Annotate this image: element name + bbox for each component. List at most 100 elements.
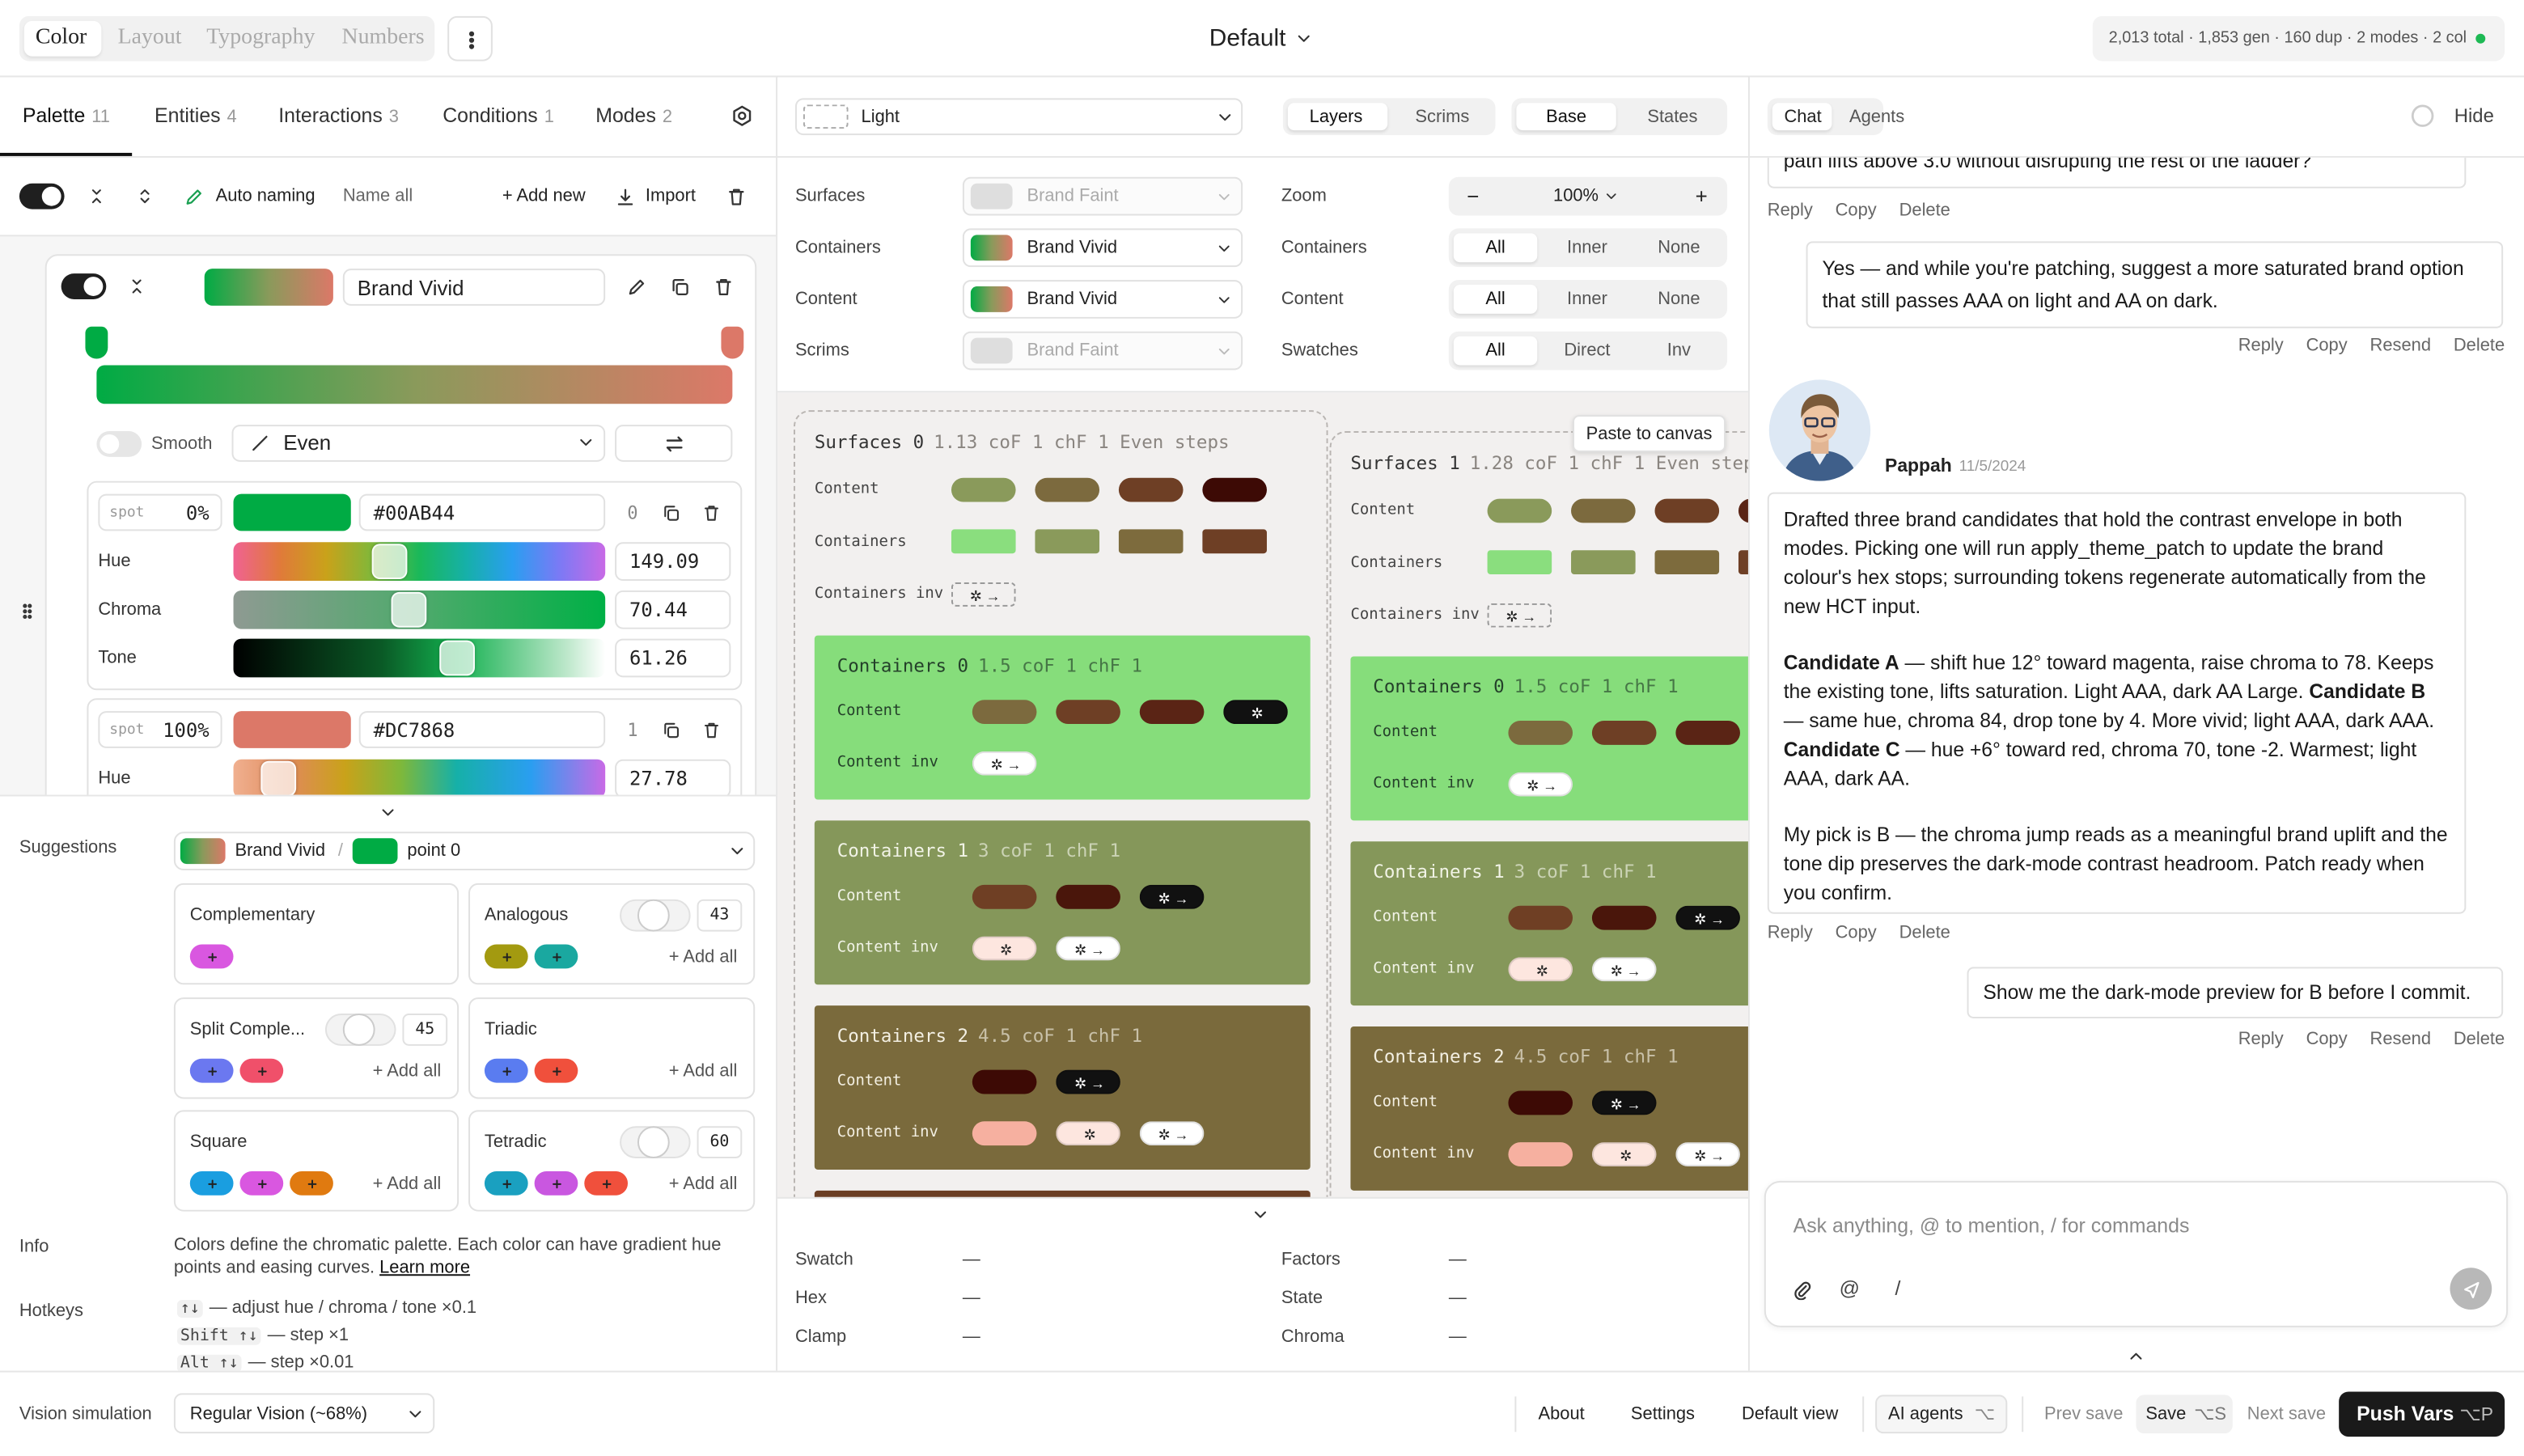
prev-save[interactable]: Prev save bbox=[2044, 1404, 2124, 1424]
message-action[interactable]: Resend bbox=[2369, 1029, 2432, 1049]
reverse-button[interactable] bbox=[615, 425, 733, 462]
command[interactable]: / bbox=[1895, 1277, 1901, 1301]
toggle[interactable] bbox=[61, 273, 107, 299]
footer-link[interactable]: Default view bbox=[1742, 1404, 1839, 1424]
slider-input[interactable] bbox=[615, 542, 731, 582]
add-all[interactable]: + Add all bbox=[372, 1061, 442, 1081]
footer-link[interactable]: Settings bbox=[1630, 1404, 1696, 1424]
filter-option[interactable]: All bbox=[1485, 290, 1506, 309]
message-action[interactable]: Reply bbox=[2238, 1029, 2284, 1049]
add-new[interactable]: + Add new bbox=[502, 186, 586, 206]
spot-color[interactable] bbox=[233, 493, 351, 531]
expand-chat[interactable] bbox=[2127, 1347, 2146, 1366]
expand-canvas[interactable] bbox=[1251, 1205, 1270, 1225]
slider-knob[interactable] bbox=[391, 591, 427, 628]
edit[interactable] bbox=[625, 276, 646, 297]
next-save[interactable]: Next save bbox=[2247, 1404, 2327, 1424]
panel-tab[interactable]: Modes 2 bbox=[595, 104, 672, 127]
duplicate-spot[interactable] bbox=[662, 720, 681, 739]
duplicate-spot[interactable] bbox=[662, 503, 681, 523]
filter-option[interactable]: None bbox=[1658, 290, 1700, 309]
filter-option[interactable]: Inner bbox=[1566, 290, 1607, 309]
add-all[interactable]: + Add all bbox=[668, 1061, 738, 1081]
filter-option[interactable]: All bbox=[1485, 341, 1506, 361]
filter-option[interactable]: Inner bbox=[1566, 238, 1607, 258]
mention[interactable]: @ bbox=[1839, 1277, 1860, 1301]
toggle[interactable] bbox=[96, 431, 142, 457]
add-all[interactable]: + Add all bbox=[668, 947, 738, 967]
attach[interactable] bbox=[1791, 1278, 1812, 1300]
toggle[interactable] bbox=[19, 183, 65, 210]
row-select[interactable] bbox=[962, 331, 1243, 370]
harmony-chip[interactable] bbox=[189, 1058, 234, 1083]
angle-input[interactable] bbox=[697, 899, 743, 932]
harmony-chip[interactable] bbox=[534, 944, 578, 969]
delete-spot[interactable] bbox=[702, 503, 722, 523]
vision-select[interactable] bbox=[173, 1393, 435, 1434]
slider-track[interactable] bbox=[233, 542, 606, 582]
harmony-chip[interactable] bbox=[189, 944, 234, 969]
slider-knob[interactable] bbox=[260, 760, 297, 795]
top-tab[interactable]: Numbers bbox=[341, 25, 425, 50]
push-button[interactable] bbox=[2339, 1391, 2505, 1437]
top-tab[interactable]: Layout bbox=[117, 25, 182, 50]
zoom-value[interactable]: 100% bbox=[1553, 186, 1599, 206]
slider-input[interactable] bbox=[615, 638, 731, 678]
harmony-chip[interactable] bbox=[290, 1170, 333, 1196]
chat-tab[interactable]: Agents bbox=[1849, 108, 1905, 128]
chat-tab[interactable]: Chat bbox=[1784, 108, 1822, 128]
send-button[interactable] bbox=[2450, 1268, 2492, 1310]
delete-spot[interactable] bbox=[702, 720, 722, 739]
delete[interactable] bbox=[712, 276, 733, 297]
import[interactable]: Import bbox=[645, 186, 696, 206]
slider-input[interactable] bbox=[615, 759, 731, 795]
footer-link[interactable]: About bbox=[1538, 1404, 1585, 1424]
harmony-chip[interactable] bbox=[484, 1058, 528, 1083]
expand-all[interactable] bbox=[135, 187, 155, 206]
delete-all[interactable] bbox=[725, 186, 746, 207]
page-title[interactable]: Default bbox=[1209, 24, 1286, 53]
harmony-chip[interactable] bbox=[484, 1170, 528, 1196]
panel-tab[interactable]: Interactions 3 bbox=[278, 104, 399, 127]
angle-input[interactable] bbox=[697, 1126, 743, 1159]
slider-track[interactable] bbox=[233, 638, 606, 678]
message-action[interactable]: Reply bbox=[1767, 923, 1813, 943]
panel-tab[interactable]: Conditions 1 bbox=[443, 104, 554, 127]
add-all[interactable]: + Add all bbox=[668, 1174, 738, 1194]
harmony-chip[interactable] bbox=[189, 1170, 234, 1196]
harmony-chip[interactable] bbox=[534, 1058, 578, 1083]
message-action[interactable]: Delete bbox=[1899, 201, 1950, 221]
filter-option[interactable]: All bbox=[1485, 238, 1506, 258]
row-select[interactable] bbox=[962, 176, 1243, 216]
message-action[interactable]: Reply bbox=[1767, 201, 1813, 221]
message-action[interactable]: Copy bbox=[1835, 201, 1877, 221]
segment[interactable]: Layers bbox=[1309, 108, 1363, 128]
message-action[interactable]: Delete bbox=[1899, 923, 1950, 943]
zoom-out[interactable]: − bbox=[1467, 184, 1480, 209]
message-action[interactable]: Resend bbox=[2369, 336, 2432, 356]
segment[interactable]: States bbox=[1647, 108, 1698, 128]
message-action[interactable]: Copy bbox=[2306, 336, 2348, 356]
harmony-chip[interactable] bbox=[484, 944, 528, 969]
harmony-chip[interactable] bbox=[239, 1170, 284, 1196]
zoom-in[interactable]: + bbox=[1695, 184, 1708, 209]
hide[interactable]: Hide bbox=[2454, 104, 2494, 128]
save-button[interactable] bbox=[2136, 1395, 2233, 1434]
message-action[interactable]: Delete bbox=[2453, 1029, 2505, 1049]
name-all[interactable]: Name all bbox=[342, 186, 413, 206]
spot-handle[interactable] bbox=[85, 326, 108, 359]
segment[interactable]: Base bbox=[1546, 108, 1587, 128]
panel-tab[interactable]: Entities 4 bbox=[155, 104, 237, 127]
filter-option[interactable]: None bbox=[1658, 238, 1700, 258]
hex-input[interactable] bbox=[358, 493, 606, 531]
slider-knob[interactable] bbox=[371, 544, 408, 580]
message-action[interactable]: Delete bbox=[2453, 336, 2505, 356]
spot-handle[interactable] bbox=[721, 326, 744, 359]
ai-button[interactable] bbox=[1875, 1395, 2008, 1434]
segment[interactable]: Scrims bbox=[1415, 108, 1470, 128]
top-tab[interactable]: Typography bbox=[206, 25, 316, 50]
harmony-chip[interactable] bbox=[584, 1170, 629, 1196]
angle-input[interactable] bbox=[402, 1014, 448, 1046]
panel-tab[interactable]: Palette 11 bbox=[23, 104, 110, 127]
name-input[interactable] bbox=[342, 269, 606, 306]
